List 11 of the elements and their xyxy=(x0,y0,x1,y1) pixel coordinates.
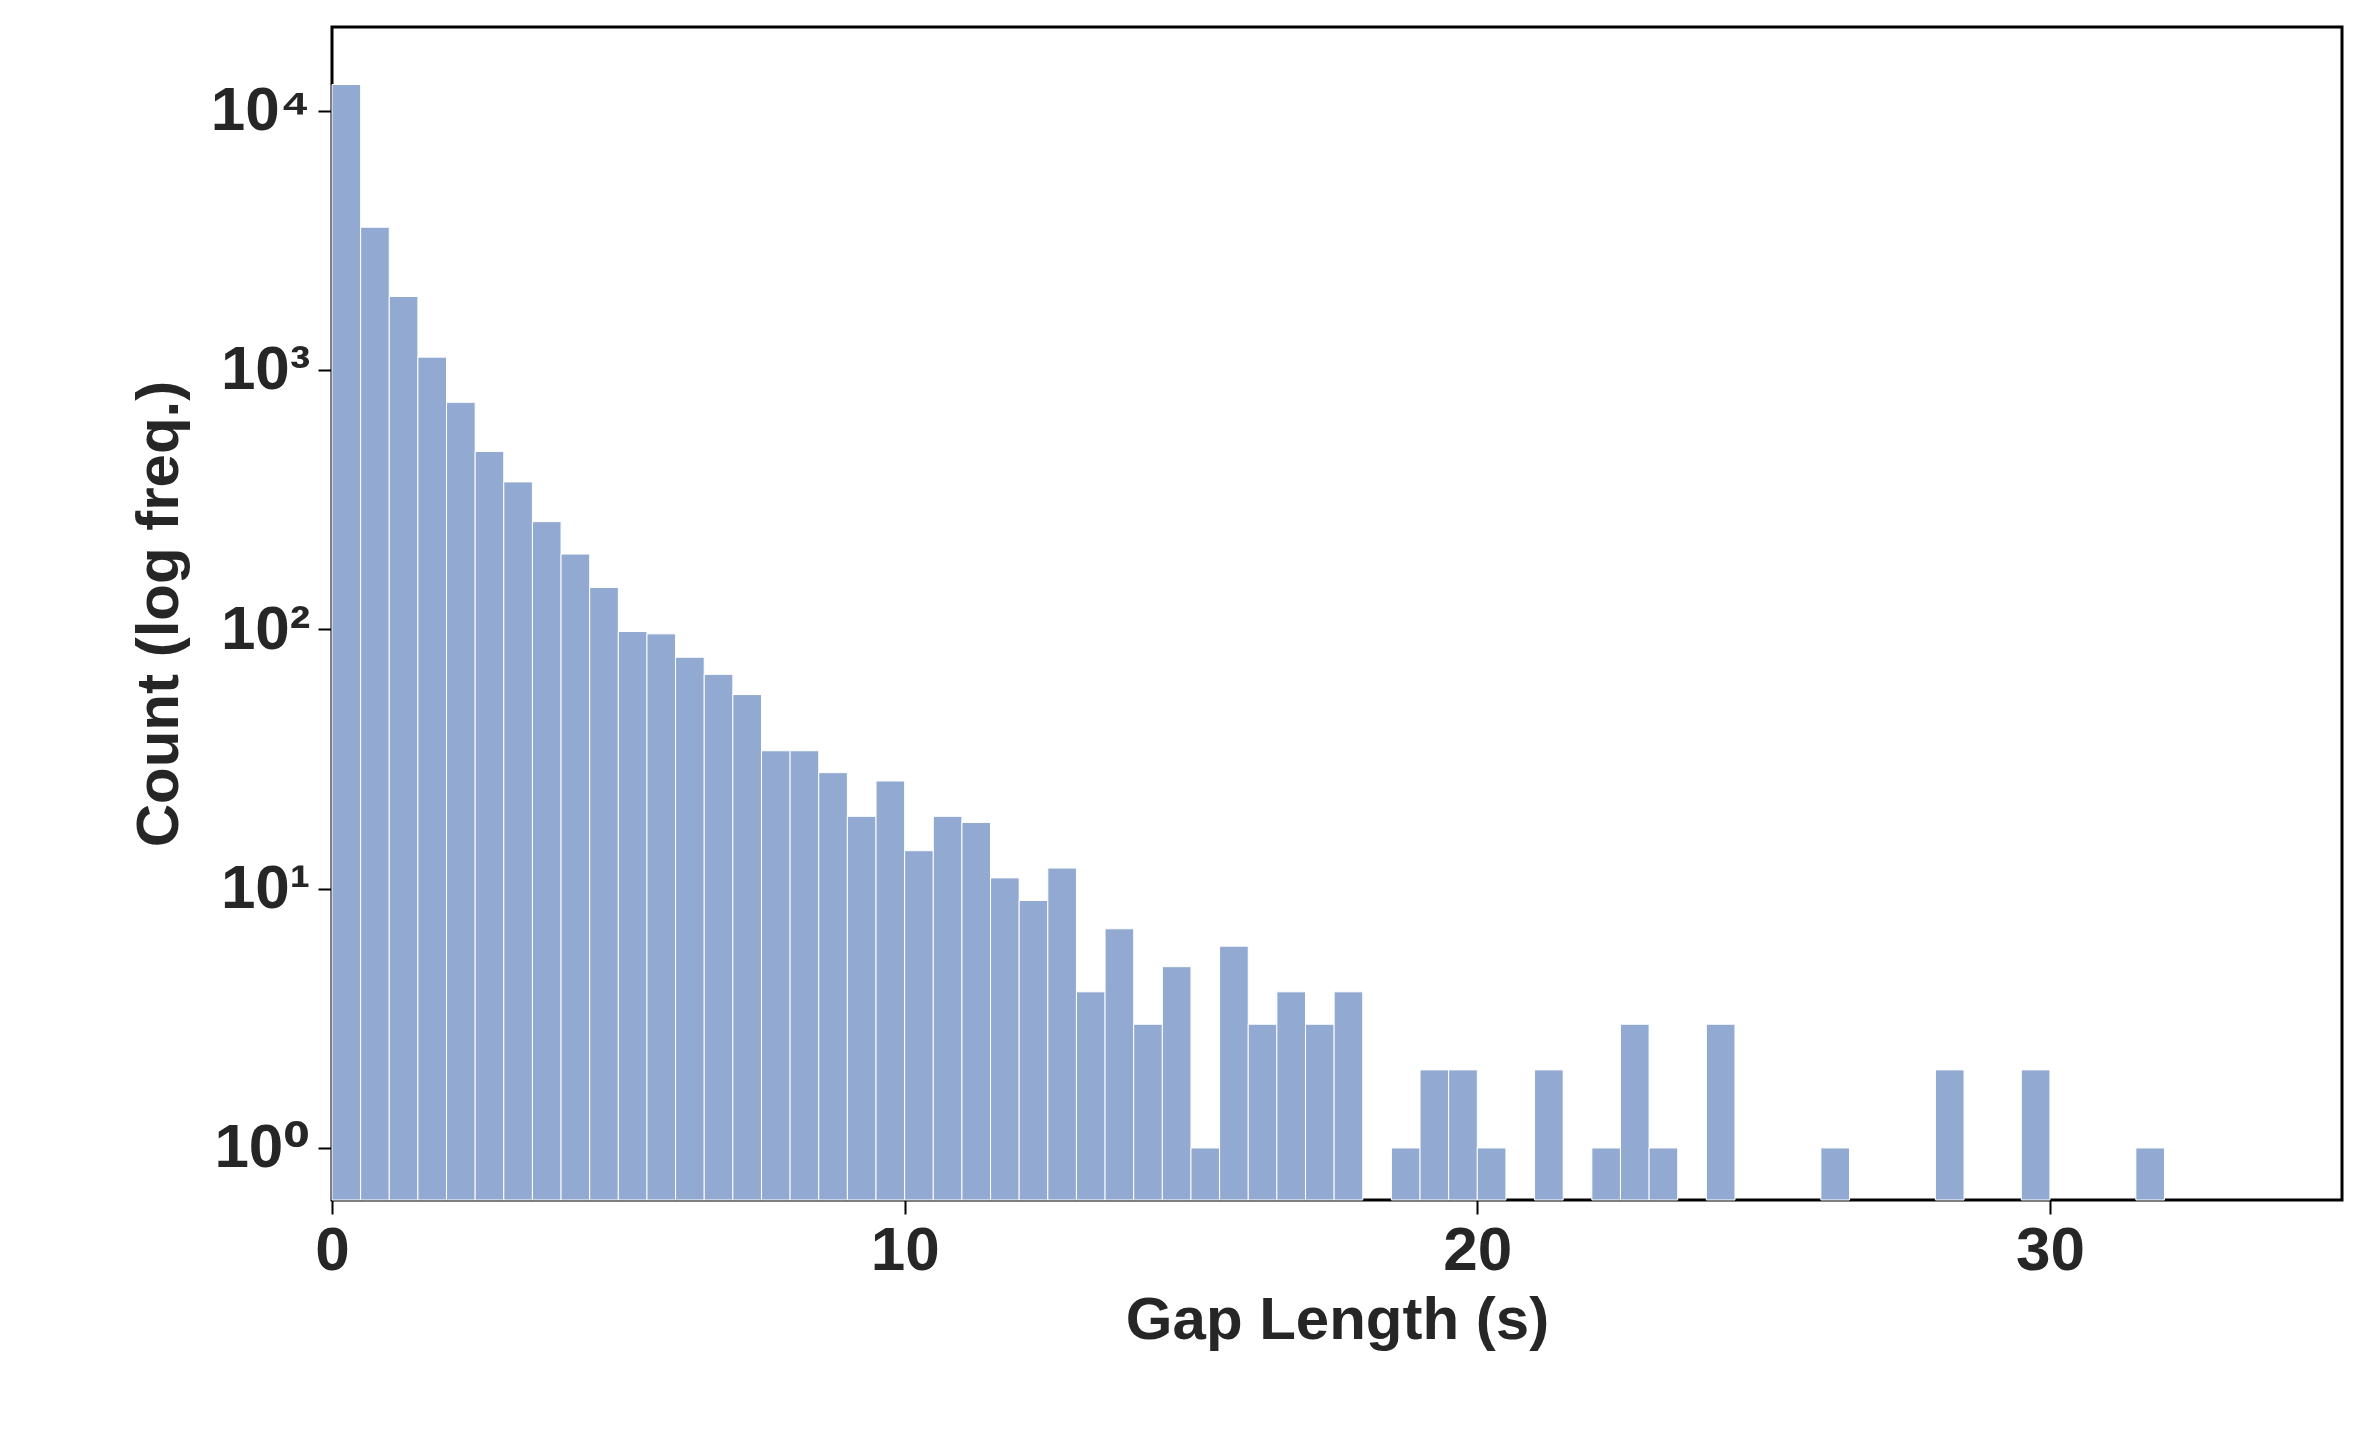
x-tick-label: 0 xyxy=(315,1213,350,1283)
y-axis-title: Count (log freq.) xyxy=(123,380,191,848)
x-tick-label: 20 xyxy=(1443,1213,1513,1283)
y-tick-label: 10⁴ xyxy=(210,74,311,144)
x-tick-label: 10 xyxy=(870,1213,940,1283)
y-tick-label: 10¹ xyxy=(220,852,311,922)
y-tick-label: 10³ xyxy=(220,333,311,403)
y-tick-label: 10⁰ xyxy=(214,1111,311,1181)
y-tick-label: 10² xyxy=(220,592,311,662)
x-axis-title: Gap Length (s) xyxy=(1125,1284,1550,1352)
x-tick-label: 30 xyxy=(2015,1213,2085,1283)
